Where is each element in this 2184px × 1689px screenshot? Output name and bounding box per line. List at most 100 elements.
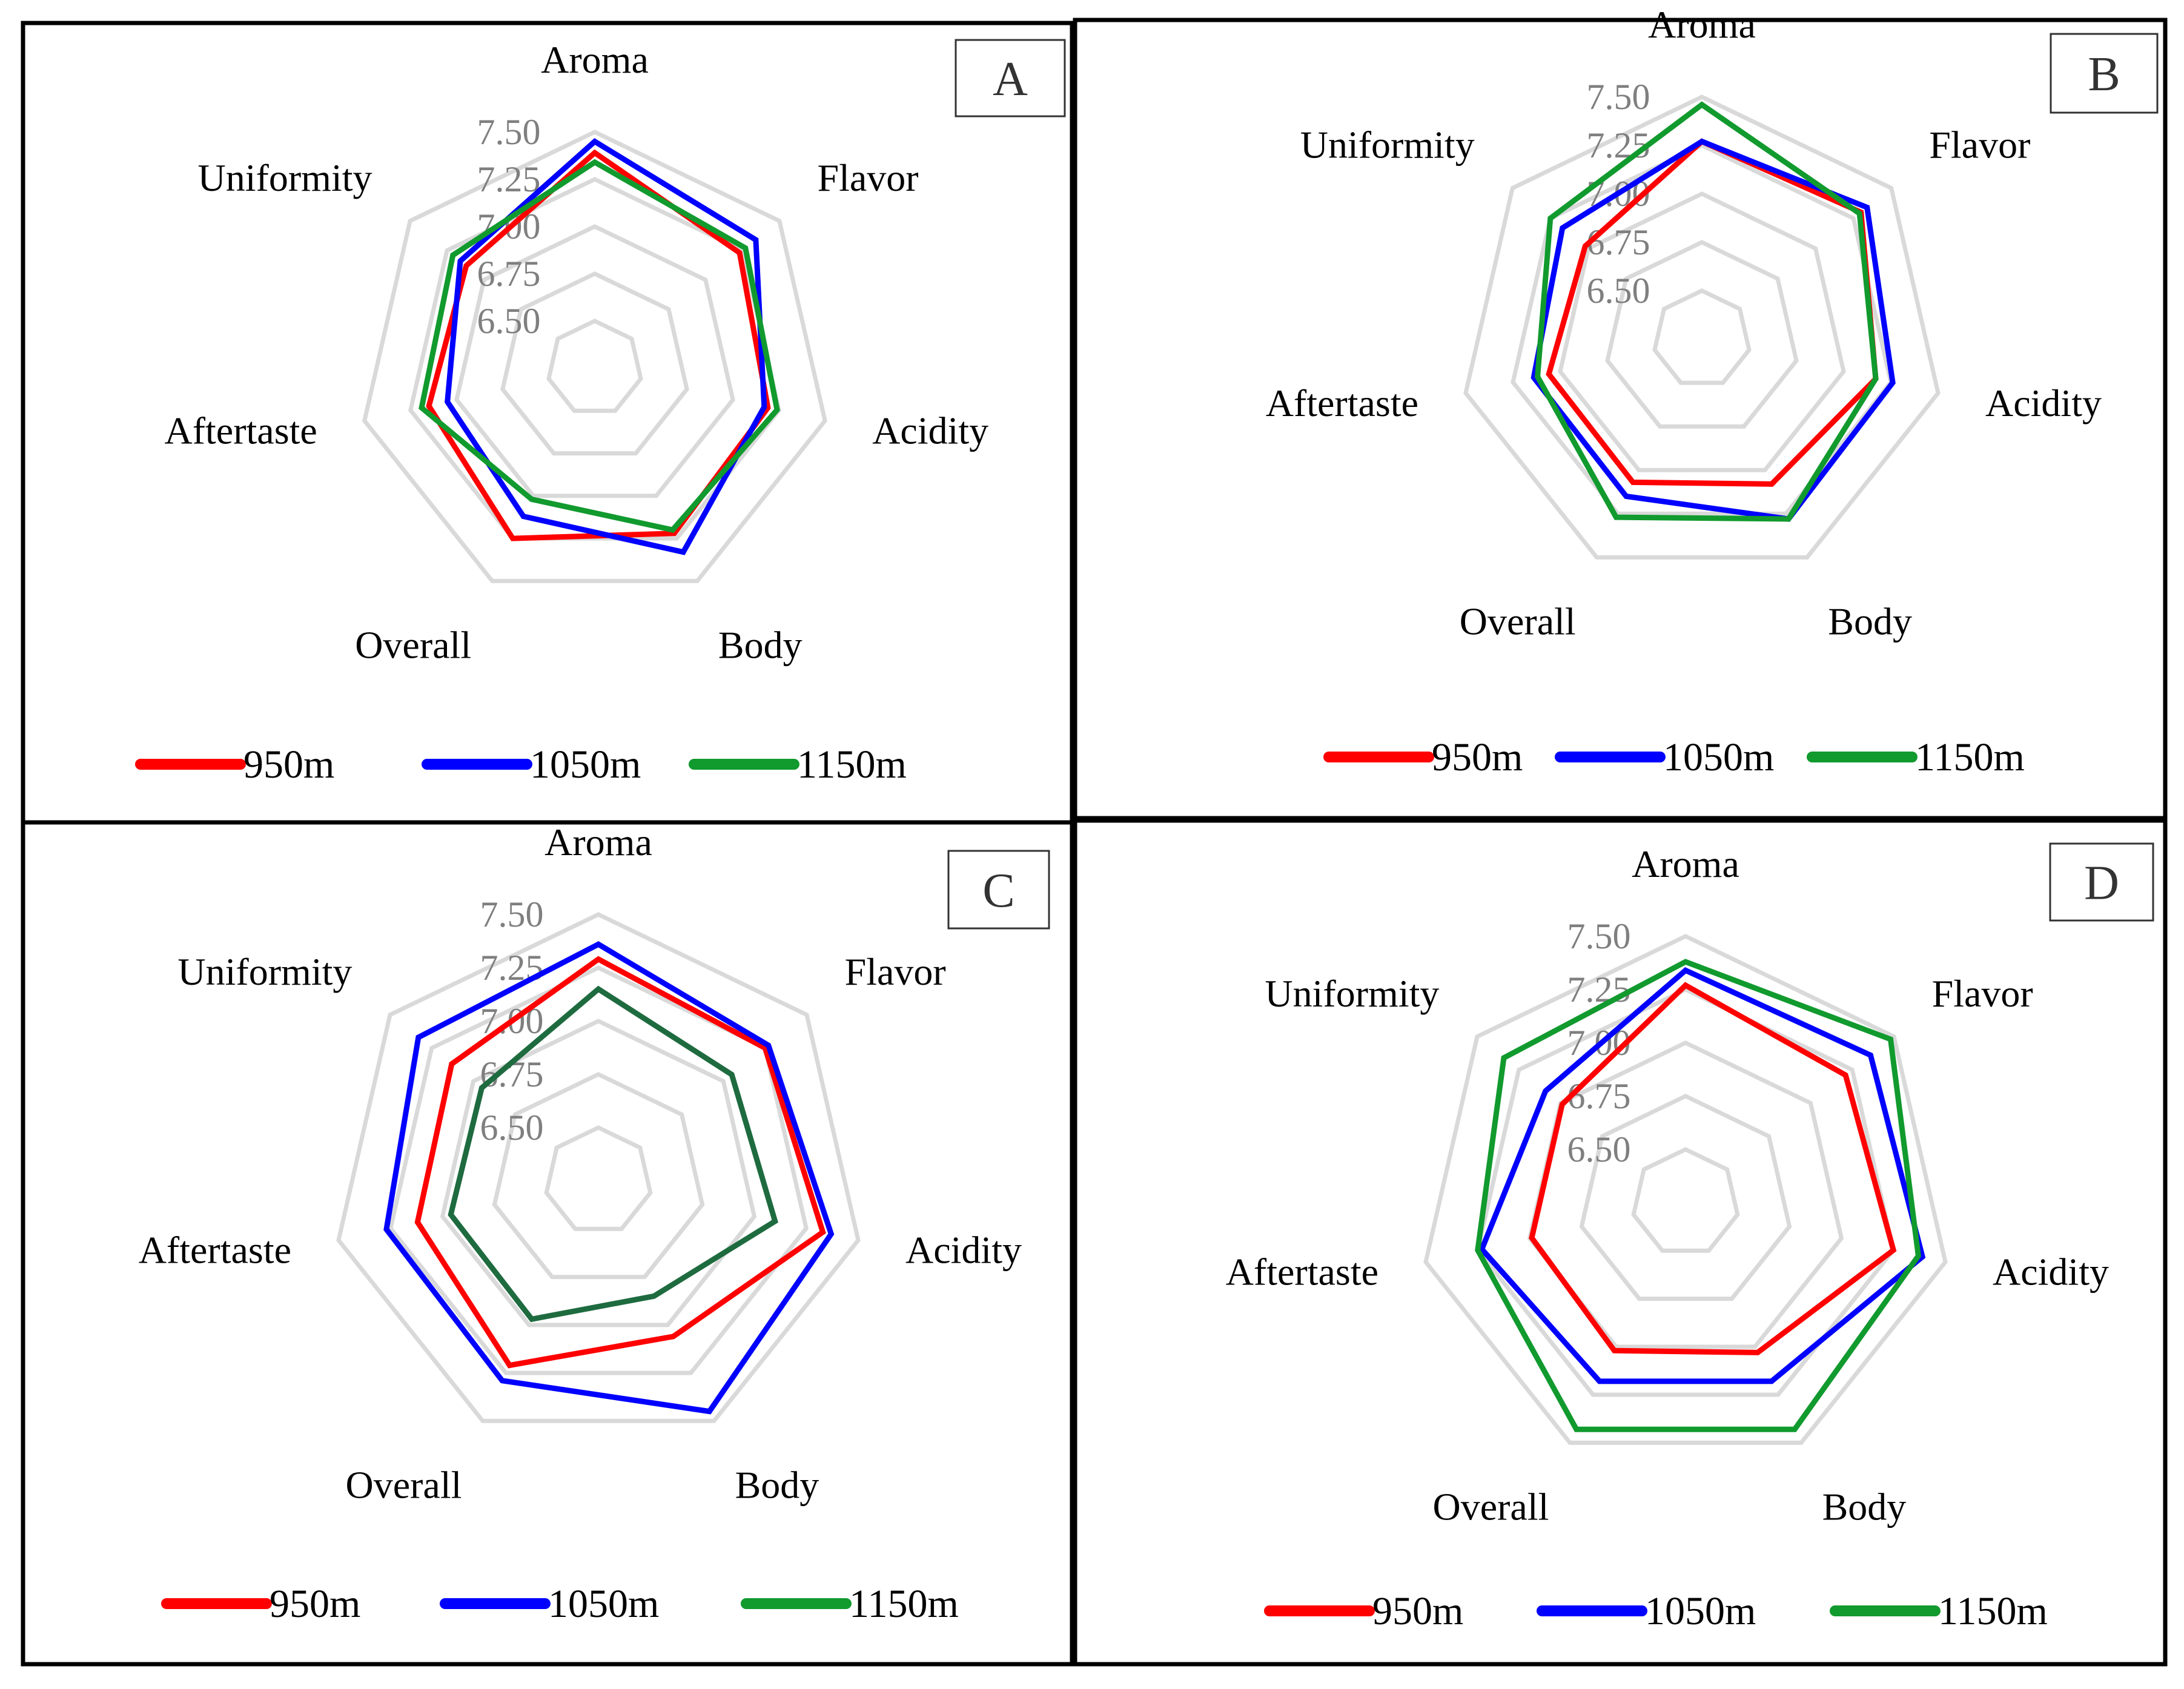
axis-label-flavor: Flavor xyxy=(818,156,919,199)
legend-item-1150m: 1150m xyxy=(1807,735,2025,779)
series xyxy=(1475,959,1926,1432)
grid-ring xyxy=(492,1072,705,1280)
series-line-1050m xyxy=(383,941,835,1415)
axis-label-aftertaste: Aftertaste xyxy=(164,409,317,452)
legend: 950m 1050m 1150m xyxy=(161,1582,959,1626)
grid-ring xyxy=(546,319,643,413)
legend-label: 950m xyxy=(243,742,334,787)
legend-label: 1150m xyxy=(1915,735,2025,779)
legend-item-1050m: 1050m xyxy=(1537,1589,1756,1633)
legend-item-1050m: 1050m xyxy=(440,1582,659,1626)
axis-label-aroma: Aroma xyxy=(1632,842,1739,885)
panel-letter: C xyxy=(982,864,1014,917)
panels: 6.506.757.007.257.50AromaFlavorAcidityBo… xyxy=(21,3,2168,1667)
legend-label: 1050m xyxy=(1663,735,1774,779)
legend: 950m 1050m 1150m xyxy=(135,742,907,787)
grid-ring xyxy=(1605,240,1799,429)
grid-ring xyxy=(1631,1147,1740,1253)
tick-label: 7.50 xyxy=(480,894,544,934)
axis-label-uniformity: Uniformity xyxy=(198,156,372,199)
grid-ring xyxy=(544,1125,653,1231)
axis-label-overall: Overall xyxy=(345,1464,462,1507)
legend-label: 1150m xyxy=(1938,1589,2048,1633)
axis-label-body: Body xyxy=(1828,600,1912,643)
axis-label-acidity: Acidity xyxy=(872,409,988,452)
panel-frame xyxy=(1073,18,2168,821)
tick-label: 7.50 xyxy=(1587,77,1650,117)
axis-label-uniformity: Uniformity xyxy=(177,950,352,993)
axis-label-uniformity: Uniformity xyxy=(1300,124,1475,167)
series-line-1050m xyxy=(1478,967,1926,1384)
grid-ring xyxy=(362,130,827,583)
legend-item-950m: 950m xyxy=(135,742,334,787)
series xyxy=(383,941,835,1415)
panel-b: 6.506.757.007.257.50AromaFlavorAcidityBo… xyxy=(1073,3,2168,821)
series-line-950m xyxy=(1529,982,1897,1355)
grid-ring xyxy=(1652,288,1752,385)
tick-label: 6.75 xyxy=(1567,1076,1631,1116)
axis-label-flavor: Flavor xyxy=(1929,124,2030,167)
legend-item-1150m: 1150m xyxy=(1830,1589,2048,1633)
axis-label-body: Body xyxy=(1822,1486,1907,1529)
legend-item-950m: 950m xyxy=(161,1582,360,1626)
tick-label: 6.75 xyxy=(1587,222,1650,262)
series-line-1150m xyxy=(419,159,780,533)
tick-label: 6.50 xyxy=(480,1108,544,1148)
axis-label-body: Body xyxy=(718,624,802,667)
tick-label: 7.25 xyxy=(477,159,541,199)
axis-labels: Aroma Flavor Acidity Body Overall Aftertaste U… xyxy=(164,38,988,667)
axis-label-aroma: Aroma xyxy=(541,38,649,81)
grid-ring xyxy=(1463,94,1941,560)
legend-item-1050m: 1050m xyxy=(1555,735,1774,779)
legend: 950m 1050m 1150m xyxy=(1323,735,2025,779)
tick-labels: 6.506.757.007.257.50 xyxy=(1567,916,1631,1169)
panel-c: 6.506.757.007.257.50AromaFlavorAcidityBo… xyxy=(21,820,1074,1667)
tick-label: 6.50 xyxy=(1567,1129,1631,1169)
legend-label: 1050m xyxy=(530,742,641,787)
axis-label-acidity: Acidity xyxy=(905,1229,1022,1272)
legend-label: 1050m xyxy=(548,1582,659,1626)
legend-label: 950m xyxy=(1432,735,1523,779)
series xyxy=(419,138,780,555)
tick-label: 6.50 xyxy=(1587,271,1650,311)
grid-ring xyxy=(1579,1094,1792,1301)
axis-label-flavor: Flavor xyxy=(845,950,946,993)
tick-label: 7.25 xyxy=(1567,970,1631,1010)
series-line-1150m xyxy=(1535,101,1879,522)
series-line-950m xyxy=(414,956,826,1369)
tick-label: 6.50 xyxy=(477,301,541,341)
legend: 950m 1050m 1150m xyxy=(1264,1589,2048,1633)
panel-frame xyxy=(21,820,1074,1667)
legend-item-1150m: 1150m xyxy=(741,1582,959,1626)
axis-label-aftertaste: Aftertaste xyxy=(1226,1251,1378,1294)
axis-labels: Aroma Flavor Acidity Body Overall Aftertaste U… xyxy=(1266,3,2102,643)
grid-ring xyxy=(454,224,735,498)
grid-ring xyxy=(1423,934,1948,1445)
legend-item-950m: 950m xyxy=(1264,1589,1463,1633)
panel-letter-frame xyxy=(947,850,1050,930)
axis-label-overall: Overall xyxy=(1432,1486,1549,1529)
axis-label-acidity: Acidity xyxy=(1993,1251,2109,1294)
axis-label-flavor: Flavor xyxy=(1932,972,2033,1015)
panel-letter-box: D xyxy=(2049,842,2154,922)
grid-ring xyxy=(500,271,689,456)
panel-letter-box: A xyxy=(955,39,1066,117)
legend-item-1150m: 1150m xyxy=(689,742,907,787)
legend-item-1050m: 1050m xyxy=(422,742,641,787)
series-line-1050m xyxy=(1530,138,1896,522)
tick-label: 7.25 xyxy=(1587,125,1650,165)
tick-label: 7.50 xyxy=(477,112,541,152)
axis-label-overall: Overall xyxy=(1460,600,1576,643)
panel-frame xyxy=(1073,818,2168,1667)
panel-letter: A xyxy=(993,53,1028,106)
legend-label: 1150m xyxy=(849,1582,959,1626)
grid-ring xyxy=(1558,191,1846,472)
axis-label-uniformity: Uniformity xyxy=(1265,972,1439,1015)
axis-label-aftertaste: Aftertaste xyxy=(139,1229,291,1272)
series-line-1150m xyxy=(1475,959,1922,1432)
panel-letter-box: C xyxy=(947,850,1050,930)
axis-label-overall: Overall xyxy=(355,624,471,667)
series-line-1050m xyxy=(445,138,767,555)
legend-label: 1150m xyxy=(797,742,907,787)
